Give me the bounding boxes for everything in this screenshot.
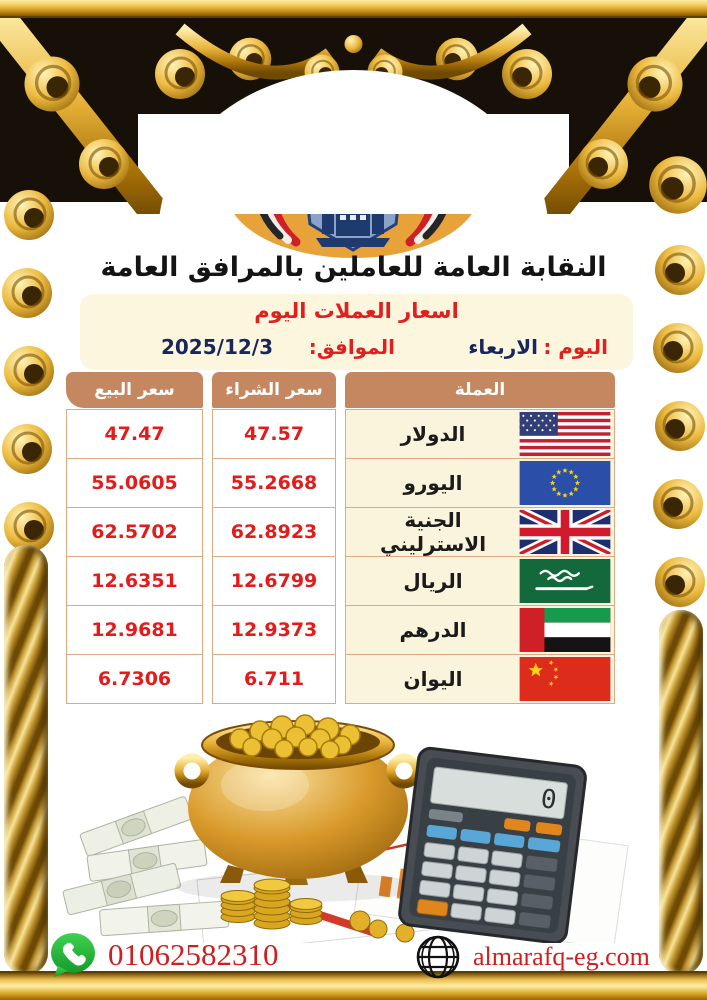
svg-text:النقابة العامة: النقابة العامة bbox=[321, 151, 385, 162]
coin-stacks bbox=[220, 878, 415, 943]
globe-icon bbox=[416, 935, 460, 979]
frame-left-scrolls bbox=[0, 188, 56, 554]
sell-price: 12.6351 bbox=[66, 556, 203, 606]
svg-text:للعاملين بالمرافق العامة: للعاملين بالمرافق العامة bbox=[313, 169, 393, 178]
sell-price: 55.0605 bbox=[66, 458, 203, 508]
sell-price: 12.9681 bbox=[66, 605, 203, 655]
buy-price: 6.711 bbox=[212, 654, 336, 704]
footer: 01062582310 almarafq-eg.com bbox=[0, 928, 707, 979]
frame-right-column bbox=[659, 610, 703, 975]
currency-cell: الريال bbox=[345, 556, 615, 606]
buy-price: 55.2668 bbox=[212, 458, 336, 508]
website-url[interactable]: almarafq-eg.com bbox=[473, 942, 650, 971]
column-header-currency: العملة bbox=[345, 372, 615, 408]
currency-name: الجنية الاسترليني bbox=[379, 508, 487, 556]
union-logo: النقابة العامة للعاملين بالمرافق العامة bbox=[226, 122, 480, 258]
money-stacks bbox=[62, 796, 230, 937]
rates-table: العملة سعر الشراء سعر البيع الدولار 47.5… bbox=[66, 372, 615, 704]
column-header-buy: سعر الشراء bbox=[212, 372, 336, 408]
column-header-sell: سعر البيع bbox=[66, 372, 203, 408]
currency-name: الريال bbox=[403, 569, 463, 593]
day-label: اليوم : bbox=[543, 335, 608, 359]
date-panel: اسعار العملات اليوم اليوم : الاربعاء الم… bbox=[80, 294, 633, 370]
china-flag-icon bbox=[518, 657, 612, 701]
uae-flag-icon bbox=[518, 608, 612, 652]
date-value: 2025/12/3 bbox=[160, 335, 273, 359]
organization-title: النقابة العامة للعاملين بالمرافق العامة bbox=[100, 252, 608, 283]
sell-price: 6.7306 bbox=[66, 654, 203, 704]
frame-top-bar bbox=[0, 0, 707, 18]
buy-price: 12.9373 bbox=[212, 605, 336, 655]
phone-number[interactable]: 01062582310 bbox=[108, 937, 279, 972]
uk-flag-icon bbox=[518, 510, 612, 554]
currency-name: اليوان bbox=[403, 667, 463, 691]
currency-name: الدولار bbox=[400, 422, 466, 446]
day-value: الاربعاء bbox=[468, 335, 538, 359]
currency-cell: الدولار bbox=[345, 409, 615, 459]
saudi-flag-icon bbox=[518, 559, 612, 603]
eu-flag-icon bbox=[518, 461, 612, 505]
usa-flag-icon bbox=[518, 412, 612, 456]
buy-price: 47.57 bbox=[212, 409, 336, 459]
frame-bottom-bar bbox=[0, 971, 707, 1000]
date-label: الموافق: bbox=[308, 335, 395, 359]
sell-price: 62.5702 bbox=[66, 507, 203, 557]
currency-cell: اليورو bbox=[345, 458, 615, 508]
frame-left-column bbox=[4, 545, 48, 975]
currency-cell: اليوان bbox=[345, 654, 615, 704]
whatsapp-icon[interactable] bbox=[48, 930, 98, 980]
calculator-display: 0 bbox=[539, 784, 558, 816]
buy-price: 12.6799 bbox=[212, 556, 336, 606]
currency-name: الدرهم bbox=[399, 618, 467, 642]
currency-cell: الدرهم bbox=[345, 605, 615, 655]
currency-cell: الجنية الاسترليني bbox=[345, 507, 615, 557]
gold-coins-heap bbox=[229, 714, 361, 760]
sell-price: 47.47 bbox=[66, 409, 203, 459]
currency-name: اليورو bbox=[403, 471, 463, 495]
poster-subtitle: اسعار العملات اليوم bbox=[254, 299, 459, 323]
gold-pot bbox=[174, 714, 422, 902]
buy-price: 62.8923 bbox=[212, 507, 336, 557]
money-illustration: 0 bbox=[62, 714, 629, 943]
calculator: 0 bbox=[398, 746, 587, 943]
frame-right-scrolls bbox=[649, 154, 707, 609]
